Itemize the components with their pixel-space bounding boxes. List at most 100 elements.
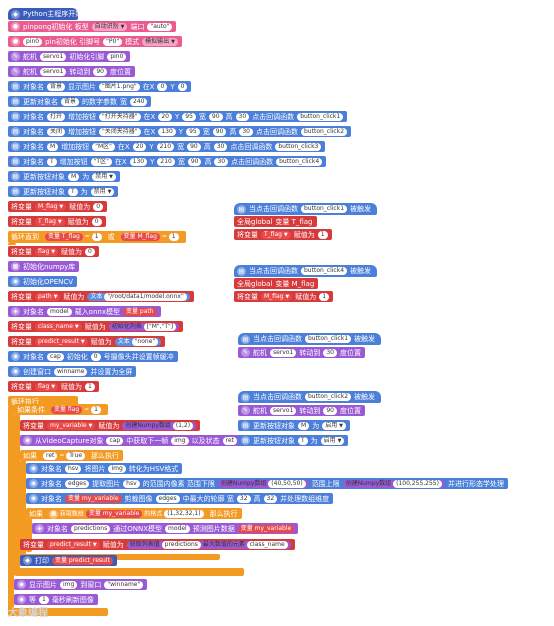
add-button-close-block[interactable]: ▤ 对象名 关闭 增加按钮 "关闭夹持器" 在X 130 Y 95 宽 90 高… xyxy=(8,126,352,137)
variable-path[interactable]: 变量 path xyxy=(123,307,157,316)
set-flag-block[interactable]: 将变量 flag ▼ 赋值为 0 xyxy=(8,246,99,257)
init-list-block[interactable]: 初始化列表 ["M","T"] xyxy=(108,322,180,331)
board-dropdown[interactable]: 自动识别 ▼ xyxy=(91,22,128,31)
list-value-block[interactable]: 获取列表值 predictions 最大数值的元素 class_name xyxy=(126,540,291,549)
callback-field[interactable]: button_click2 xyxy=(301,127,348,136)
update-button-t-block[interactable]: ▤ 更新按钮对象 T 为 禁用 ▼ xyxy=(8,186,119,197)
set-my-variable-block[interactable]: 将变量 my_variable ▼ 赋值为 创建Numpy数组 (1,2) xyxy=(20,420,201,431)
init-opencv-block[interactable]: ◉ 初始化OPENCV xyxy=(8,276,78,287)
servo-init-block[interactable]: ✎ 舵机 servo1 初始化引脚 pin0 xyxy=(8,51,131,62)
width-field[interactable]: 90 xyxy=(208,112,223,121)
create-window-block[interactable]: ◉ 创建窗口 winname 并设置为全屏 xyxy=(8,366,137,377)
object-name-field[interactable]: T xyxy=(47,157,57,166)
value-field[interactable]: 0 xyxy=(93,202,104,211)
path-field[interactable]: "/root/data1/model.onnx" xyxy=(104,292,187,301)
pin-field[interactable]: pin0 xyxy=(107,52,127,61)
set-classname-block[interactable]: 将变量 class_name ▼ 赋值为 初始化列表 ["M","T"] xyxy=(8,321,184,332)
servo-var-field[interactable]: servo1 xyxy=(40,52,67,61)
object-name-field[interactable]: hsv xyxy=(65,464,82,473)
bool-field[interactable]: True xyxy=(66,451,86,460)
object-name-field[interactable]: edges xyxy=(65,479,90,488)
add-button-m-block[interactable]: ▤ 对象名 M 增加按钮 "M区" 在X 20 Y 210 宽 90 高 30 … xyxy=(8,141,326,152)
variable-dropdown[interactable]: my_variable ▼ xyxy=(47,421,96,430)
value-field[interactable]: 1 xyxy=(168,233,179,241)
servo-rotate-30-block[interactable]: ✎ 舵机 servo1 转动到 30 度位置 xyxy=(238,347,365,358)
button-object-field[interactable]: T xyxy=(298,436,308,445)
ret-field[interactable]: ret xyxy=(43,451,58,460)
numpy-array-block[interactable]: 创建Numpy数组 (1,2) xyxy=(122,421,197,430)
servo-var-field[interactable]: servo1 xyxy=(40,67,67,76)
numpy-array-block[interactable]: 创建Numpy数组 (40,50,50) xyxy=(217,479,309,488)
mode-dropdown[interactable]: 模拟输出 ▼ xyxy=(142,37,178,46)
update-button-m-block[interactable]: ▤ 更新按钮对象 M 为 禁用 ▼ xyxy=(8,171,120,182)
variable-my-variable[interactable]: 变量 my_variable xyxy=(65,494,122,503)
value-field[interactable]: 1 xyxy=(85,382,95,391)
variable-dropdown[interactable]: flag ▼ xyxy=(35,382,59,391)
text-block[interactable]: 文本 "/root/data1/model.onnx" xyxy=(87,292,190,301)
button-text-field[interactable]: "T区" xyxy=(90,157,112,166)
image-field[interactable]: img xyxy=(60,580,78,589)
variable-dropdown[interactable]: M_flag ▼ xyxy=(35,202,67,211)
repeat-until-block[interactable]: 循环直到 变量 T_flag = 1 或 变量 M_flag = 1 xyxy=(8,231,186,243)
x-field[interactable]: 130 xyxy=(158,127,176,136)
add-button-open-block[interactable]: ▤ 对象名 打开 增加按钮 "打开夹持器" 在X 20 Y 95 宽 90 高 … xyxy=(8,111,348,122)
pinpong-init-block[interactable]: ● pinpong初始化 板型 自动识别 ▼ 端口 "auto" xyxy=(8,21,177,32)
callback-field[interactable]: button_click4 xyxy=(276,157,323,166)
width-field[interactable]: 90 xyxy=(187,157,202,166)
read-frame-block[interactable]: ◉ 从VideoCapture对象 cap 中获取下一帧 img 以及状态 re… xyxy=(20,435,241,446)
height-field[interactable]: 30 xyxy=(235,112,250,121)
servo-rotate-90-block[interactable]: ✎ 舵机 servo1 转动到 90 度位置 xyxy=(238,405,365,416)
main-start-hat[interactable]: ◆ Python主程序开始 xyxy=(8,8,82,20)
camera-object-field[interactable]: cap xyxy=(47,352,64,361)
variable-tflag[interactable]: 变量 T_flag xyxy=(45,233,83,241)
y-field[interactable]: 210 xyxy=(157,157,175,166)
height-field[interactable]: 30 xyxy=(214,157,229,166)
value-field[interactable]: 1 xyxy=(91,233,102,241)
set-mflag-block[interactable]: 将变量 M_flag ▼ 赋值为 0 xyxy=(8,201,108,212)
onnx-predict-block[interactable]: ◈ 对象名 predictions 通过ONNX模型 model 预测图片数据 … xyxy=(32,523,299,534)
callback-name-field[interactable]: button_click2 xyxy=(305,393,352,401)
button-object-field[interactable]: M xyxy=(68,172,80,181)
set-flag-one-block[interactable]: 将变量 flag ▼ 赋值为 1 xyxy=(8,381,99,392)
angle-field[interactable]: 90 xyxy=(323,406,337,415)
global-mflag-block[interactable]: 全局global 变量 M_flag xyxy=(234,278,319,289)
object-name-field[interactable]: predictions xyxy=(71,524,111,533)
window-name-field[interactable]: "winname" xyxy=(104,580,144,589)
variable-dropdown[interactable]: predict_result ▼ xyxy=(47,540,100,549)
crop-contour-block[interactable]: ◉ 对象名 变量 my_variable 剪裁图像 edges 中最大的轮廓 宽… xyxy=(26,493,334,504)
variable-dropdown[interactable]: T_flag ▼ xyxy=(261,230,291,239)
variable-dropdown[interactable]: predict_result ▼ xyxy=(35,337,88,346)
enable-button-m-block[interactable]: ▤ 更新按钮对象 M 为 启用 ▼ xyxy=(238,420,350,431)
variable-dropdown[interactable]: flag ▼ xyxy=(35,247,59,256)
global-tflag-block[interactable]: 全局global 变量 T_flag xyxy=(234,216,317,227)
image-field[interactable]: edges xyxy=(155,494,180,503)
list-field[interactable]: ["M","T"] xyxy=(143,322,177,331)
lower-field[interactable]: (40,50,50) xyxy=(268,479,306,488)
object-name-field[interactable]: 打开 xyxy=(47,112,66,121)
variable-dropdown[interactable]: M_flag ▼ xyxy=(261,292,293,301)
shape-field[interactable]: (1,32,32,1) xyxy=(164,510,204,518)
show-image-block[interactable]: ▤ 对象名 背景 显示图片 "图片1.png" 在X 0 Y 0 xyxy=(8,81,192,92)
set-path-block[interactable]: 将变量 path ▼ 赋值为 文本 "/root/data1/model.onn… xyxy=(8,291,194,302)
callback-name-field[interactable]: button_click1 xyxy=(305,335,352,343)
condition-left[interactable]: 变量 T_flag = 1 xyxy=(42,233,105,241)
variable-mflag[interactable]: 变量 M_flag xyxy=(120,233,160,241)
ms-field[interactable]: 1 xyxy=(39,595,49,604)
servo-rotate-block[interactable]: ✎ 舵机 servo1 转动到 90 度位置 xyxy=(8,66,135,77)
image-file-field[interactable]: "图片1.png" xyxy=(99,82,140,91)
height-field[interactable]: 30 xyxy=(213,142,228,151)
height-field[interactable]: 32 xyxy=(263,494,278,503)
callback-button-click4-hat[interactable]: ▤ 当点击回调函数 button_click4 被触发 xyxy=(234,265,378,277)
object-name-field[interactable]: 背景 xyxy=(61,97,80,106)
set-mflag-one-block[interactable]: 将变量 M_flag ▼ 赋值为 1 xyxy=(234,291,334,302)
pin-init-block[interactable]: ● pin0 pin初始化 引脚号 "P0" 模式 模拟输出 ▼ xyxy=(8,36,182,47)
button-text-field[interactable]: "打开夹持器" xyxy=(99,112,141,121)
angle-field[interactable]: 30 xyxy=(323,348,337,357)
variable-predict-result[interactable]: 变量 predict_result xyxy=(52,556,113,565)
variable-dropdown[interactable]: path ▼ xyxy=(35,292,61,301)
button-object-field[interactable]: M xyxy=(298,421,310,430)
to-hsv-block[interactable]: ◉ 对象名 hsv 将图片 img 转化为HSV格式 xyxy=(26,463,183,474)
value-field[interactable]: 1 xyxy=(319,292,330,301)
if-ret-block[interactable]: 如果 ret = True 那么执行 xyxy=(20,450,124,461)
value-field[interactable]: 0 xyxy=(85,247,95,256)
